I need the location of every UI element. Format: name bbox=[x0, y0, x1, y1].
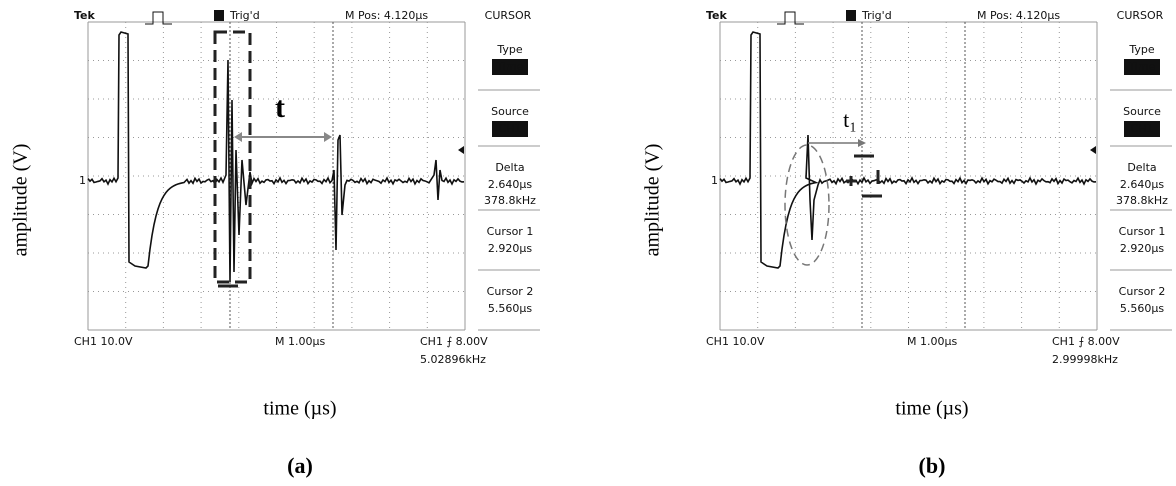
trigger: CH1 ⨍ 8.00V bbox=[1052, 335, 1120, 348]
panel-label: (b) bbox=[919, 453, 946, 478]
frequency: 5.02896kHz bbox=[420, 353, 486, 366]
timebase: M 1.00µs bbox=[907, 335, 957, 348]
arrow-head bbox=[858, 139, 866, 147]
ref-arrow bbox=[458, 146, 464, 154]
x-axis-label: time (µs) bbox=[895, 398, 968, 420]
menu-label: Cursor 1 bbox=[487, 225, 534, 238]
y-axis-label: amplitude (V) bbox=[10, 144, 32, 257]
menu-value: 378.8kHz bbox=[484, 194, 536, 207]
menu-value: CH1 bbox=[499, 122, 522, 135]
channel: CH1 10.0V bbox=[74, 335, 133, 348]
menu-value: CH1 bbox=[1131, 122, 1154, 135]
menu-label: Source bbox=[491, 105, 529, 118]
menu-value: 5.560µs bbox=[1120, 302, 1164, 315]
menu-label: Source bbox=[1123, 105, 1161, 118]
menu-label: Type bbox=[496, 43, 522, 56]
cursor-marks bbox=[846, 156, 882, 196]
trigger: CH1 ⨍ 8.00V bbox=[420, 335, 488, 348]
menu-label: Cursor 2 bbox=[487, 285, 534, 298]
panel: amplitude (V) time (µs) (b) Tek Trig'd M Pos:… bbox=[642, 9, 1172, 478]
menu-label: Cursor 2 bbox=[1119, 285, 1166, 298]
panel: amplitude (V) time (µs) (a) Tek Trig'd M Pos:… bbox=[10, 9, 540, 478]
menu-label: Cursor 1 bbox=[1119, 225, 1166, 238]
menu-label: Delta bbox=[1127, 161, 1156, 174]
brand: Tek bbox=[74, 9, 96, 22]
frequency: 2.99998kHz bbox=[1052, 353, 1118, 366]
timebase: M 1.00µs bbox=[275, 335, 325, 348]
menu-value: Time bbox=[1128, 60, 1156, 73]
menu-value: 2.920µs bbox=[1120, 242, 1164, 255]
m-pos: M Pos: 4.120µs bbox=[977, 9, 1060, 22]
annotation: t bbox=[275, 91, 285, 124]
brand: Tek bbox=[706, 9, 728, 22]
channel: CH1 10.0V bbox=[706, 335, 765, 348]
trigger-status: Trig'd bbox=[861, 9, 892, 22]
m-pos: M Pos: 4.120µs bbox=[345, 9, 428, 22]
menu-value: 2.640µs bbox=[1120, 178, 1164, 191]
menu-label: Type bbox=[1128, 43, 1154, 56]
panel-label: (a) bbox=[287, 453, 313, 478]
menu-value: 5.560µs bbox=[488, 302, 532, 315]
channel-marker: 1 bbox=[711, 174, 718, 187]
x-axis-label: time (µs) bbox=[263, 398, 336, 420]
menu-title: CURSOR bbox=[485, 9, 532, 22]
trigger-status: Trig'd bbox=[229, 9, 260, 22]
menu-value: 2.640µs bbox=[488, 178, 532, 191]
menu-value: 378.8kHz bbox=[1116, 194, 1168, 207]
menu-title: CURSOR bbox=[1117, 9, 1164, 22]
trig-icon bbox=[846, 10, 856, 21]
ref-arrow bbox=[1090, 146, 1096, 154]
annotation: t₁ bbox=[843, 107, 857, 132]
menu-value: Time bbox=[496, 60, 524, 73]
figure: amplitude (V) time (µs) (a) Tek Trig'd M Pos:… bbox=[0, 0, 1176, 486]
menu-label: Delta bbox=[495, 161, 524, 174]
channel-marker: 1 bbox=[79, 174, 86, 187]
menu-value: 2.920µs bbox=[488, 242, 532, 255]
y-axis-label: amplitude (V) bbox=[642, 144, 664, 257]
trig-icon bbox=[214, 10, 224, 21]
